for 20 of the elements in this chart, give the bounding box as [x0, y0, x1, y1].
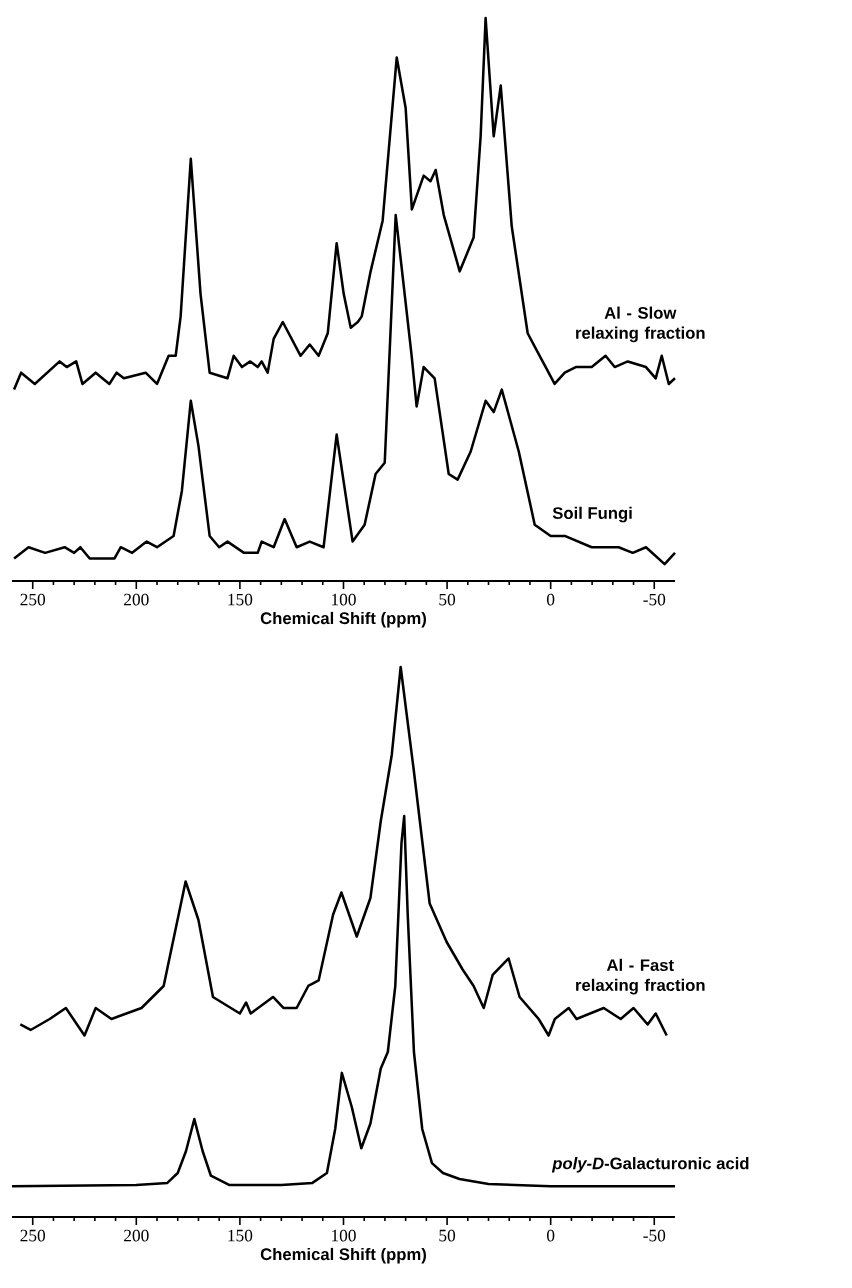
x-tick-label: 250 [20, 593, 46, 606]
series-label: Soil Fungi [552, 506, 632, 523]
x-tick-label: 150 [228, 593, 253, 606]
x-tick-label: 100 [332, 593, 356, 606]
x-tick-label: 50 [439, 1229, 456, 1242]
series-label: Al - Fast relaxing fraction [576, 958, 705, 995]
x-axis-title: Chemical Shift (ppm) [260, 611, 426, 628]
x-tick-label: 50 [439, 593, 456, 606]
x-tick-label: 150 [228, 1229, 253, 1242]
x-tick-label: 0 [547, 593, 555, 606]
x-tick-label: 200 [124, 593, 149, 606]
x-tick-label: 250 [20, 1229, 46, 1242]
x-tick-label: 200 [124, 1229, 149, 1242]
x-tick-label: 100 [332, 1229, 356, 1242]
x-tick-label: -50 [643, 1229, 666, 1242]
x-tick-label: 0 [547, 1229, 555, 1242]
x-tick-label: -50 [643, 593, 666, 606]
x-axis-title: Chemical Shift (ppm) [260, 1247, 426, 1264]
series-label: poly-D-Galacturonic acid [551, 1157, 749, 1173]
series-label: Al - Slow relaxing fraction [576, 306, 705, 343]
